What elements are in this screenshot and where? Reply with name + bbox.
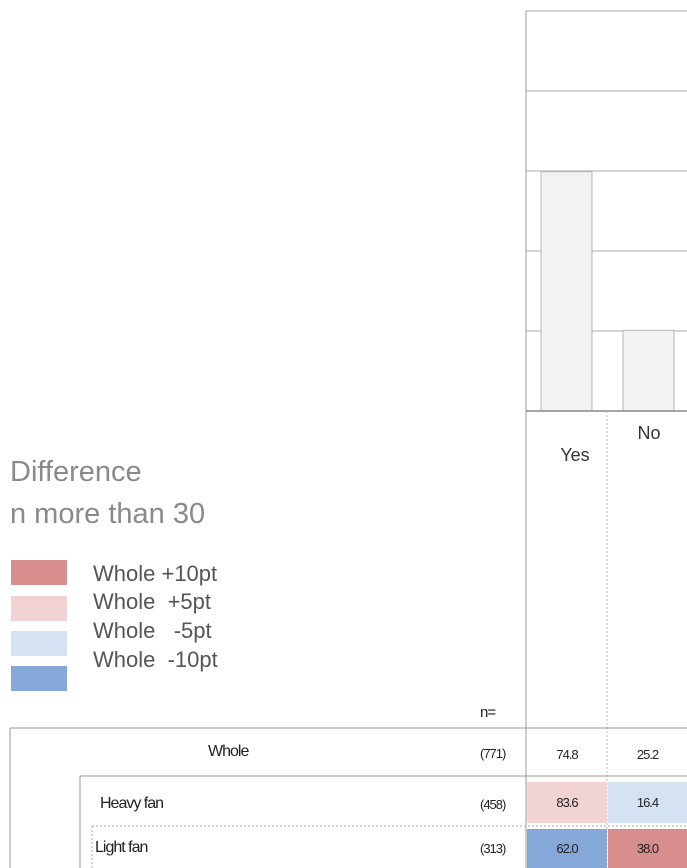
cell-heavy-fan-yes: 83.6 <box>527 782 607 823</box>
n-header: n= <box>480 704 496 721</box>
legend-swatch-plus5 <box>11 596 67 621</box>
n-whole: (771) <box>480 746 506 761</box>
bar-yes <box>540 171 593 412</box>
legend-label-plus5: Whole +5pt <box>93 589 212 614</box>
cell-light-fan-yes: 62.0 <box>527 829 607 868</box>
legend-title-line2: n more than 30 <box>10 498 206 530</box>
legend-label-plus10: Whole +10pt <box>93 561 218 586</box>
legend-label-minus5: Whole -5pt <box>93 618 212 643</box>
cell-whole-yes: 74.8 <box>556 747 578 762</box>
category-label-yes: Yes <box>560 445 590 465</box>
row-label-heavy-fan: Heavy fan <box>100 795 164 812</box>
cell-heavy-fan-no: 16.4 <box>608 782 687 823</box>
n-heavy-fan: (458) <box>480 797 506 812</box>
legend-title-line1: Difference <box>10 456 142 488</box>
category-label-no: No <box>637 423 661 443</box>
legend-swatch-minus5 <box>11 631 67 656</box>
bar-no <box>622 329 675 412</box>
row-label-whole: Whole <box>208 743 249 760</box>
cell-light-fan-no: 38.0 <box>608 829 687 868</box>
cell-whole-no: 25.2 <box>636 747 659 762</box>
legend-swatch-minus10 <box>11 666 67 691</box>
legend-label-minus10: Whole -10pt <box>93 647 218 672</box>
row-label-light-fan: Light fan <box>95 839 148 856</box>
n-light-fan: (313) <box>480 841 506 856</box>
legend-swatch-plus10 <box>11 560 67 585</box>
